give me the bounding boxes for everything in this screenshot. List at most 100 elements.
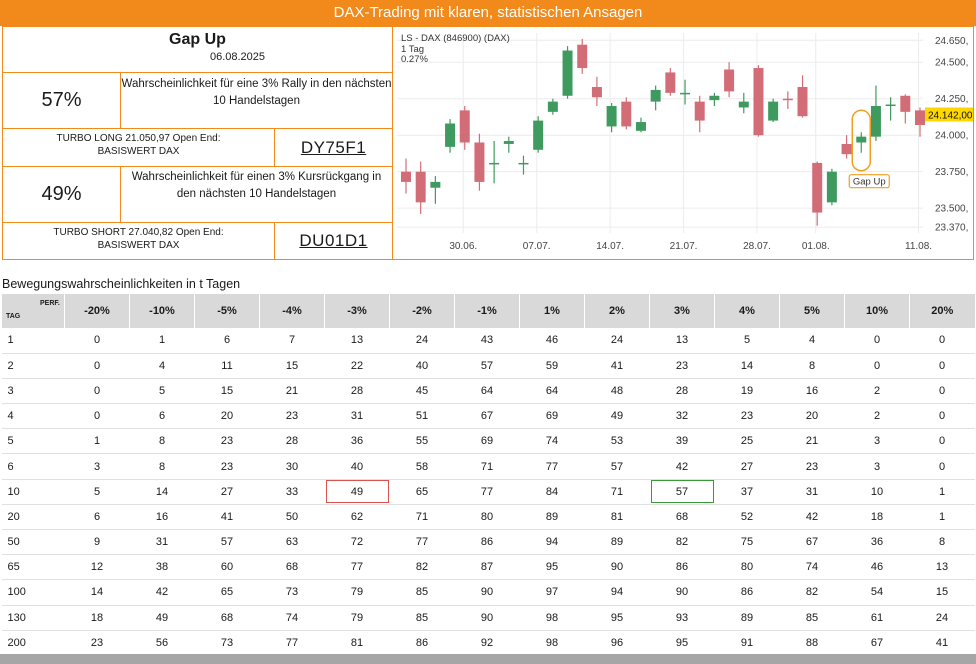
candle	[797, 75, 808, 118]
table-row: 5 1 8 23 28 36 55 69 74 53 39 25 21 3 0	[1, 428, 975, 455]
probability-cell: 90	[649, 579, 715, 606]
candle-body	[621, 101, 632, 127]
probability-cell: 82	[389, 554, 455, 581]
candle	[591, 76, 602, 106]
candle	[562, 46, 573, 99]
candle-body	[826, 171, 837, 203]
probability-cell: 14	[129, 479, 195, 505]
x-tick-label: 21.07.	[670, 241, 698, 252]
probability-cell: 8	[779, 353, 845, 379]
probability-cell: 41	[584, 353, 650, 379]
probability-cell: 54	[844, 579, 910, 606]
last-price-label: 24.142,00	[928, 110, 973, 121]
probability-cell: 95	[519, 554, 585, 581]
candle-body	[841, 143, 852, 155]
row-day-label: 200	[1, 630, 65, 656]
probability-cell: 90	[584, 554, 650, 581]
candle-body	[459, 110, 470, 143]
candle-body	[680, 92, 691, 95]
candle	[518, 155, 529, 175]
probability-cell: 79	[324, 605, 390, 631]
probability-cell: 92	[454, 630, 520, 656]
probability-cell: 6	[129, 403, 195, 430]
probability-cell: 28	[324, 378, 390, 405]
probability-cell: 0	[909, 453, 975, 480]
probability-cell: 13	[324, 328, 390, 354]
probability-cell: 3	[844, 453, 910, 480]
row-day-label: 100	[1, 579, 65, 606]
column-header: -10%	[129, 294, 195, 328]
candle	[915, 107, 925, 137]
probability-cell: 57	[194, 529, 260, 556]
probability-cell: 1	[909, 504, 975, 531]
probability-cell: 2	[844, 378, 910, 405]
candle	[709, 92, 720, 106]
probability-cell: 0	[909, 378, 975, 405]
probability-cell: 19	[714, 378, 780, 405]
y-tick-label: 23.370,	[935, 223, 968, 234]
candle-body	[518, 162, 529, 165]
probability-cell: 21	[259, 378, 325, 405]
probability-cell: 59	[519, 353, 585, 379]
chart-x-axis: 30.06. 07.07. 14.07. 21.07. 28.07. 01.08. 11.0…	[449, 241, 932, 252]
probability-cell: 45	[389, 378, 455, 405]
table-row: 65 12 38 60 68 77 82 87 95 90 86 80 74 46 13	[1, 554, 975, 581]
probability-cell: 53	[584, 428, 650, 455]
candle	[474, 133, 485, 191]
probability-cell: 38	[129, 554, 195, 581]
probability-cell: 22	[324, 353, 390, 379]
probability-cell: 89	[519, 504, 585, 531]
probability-cell: 0	[844, 328, 910, 354]
row-day-label: 4	[1, 403, 65, 430]
turbo-long-wkn-cell[interactable]: DY75F1	[275, 129, 393, 167]
turbo-short-wkn-cell[interactable]: DU01D1	[275, 223, 393, 259]
probability-cell: 58	[389, 453, 455, 480]
y-tick-label: 24.650,	[935, 36, 968, 47]
table-row: 4 0 6 20 23 31 51 67 69 49 32 23 20 2 0	[1, 403, 975, 430]
probability-cell: 97	[519, 579, 585, 606]
probability-cell: 77	[389, 529, 455, 556]
probability-cell: 23	[194, 453, 260, 480]
probability-cell: 23	[649, 353, 715, 379]
table-row: 2 0 4 11 15 22 40 57 59 41 23 14 8 0 0	[1, 353, 975, 379]
candle	[503, 136, 514, 153]
turbo-short-wkn-link[interactable]: DU01D1	[299, 231, 368, 250]
signal-date: 06.08.2025	[209, 51, 266, 63]
probability-cell: 33	[259, 479, 325, 505]
candle-body	[562, 50, 573, 96]
turbo-long-label: TURBO LONG 21.050,97 Open End: BASISWERT…	[3, 129, 275, 167]
probability-cell: 49	[584, 403, 650, 430]
probability-cell: 46	[844, 554, 910, 581]
chart-title: LS - DAX (846900) (DAX)	[401, 33, 510, 44]
candle-body	[533, 120, 544, 150]
turbo-long-wkn-link[interactable]: DY75F1	[300, 137, 367, 157]
row-day-label: 50	[1, 529, 65, 556]
probability-cell: 67	[844, 630, 910, 656]
signal-panel: Gap Up 06.08.2025 57% Wahrscheinlichkeit…	[3, 27, 393, 259]
candle	[635, 117, 646, 133]
probability-cell: 27	[194, 479, 260, 505]
y-tick-label: 24.250,	[935, 94, 968, 105]
probability-cell: 77	[519, 453, 585, 480]
probability-cell: 75	[714, 529, 780, 556]
probability-cell: 57	[454, 353, 520, 379]
table-row: 20 6 16 41 50 62 71 80 89 81 68 52 42 18 1	[1, 504, 975, 531]
probability-cell: 9	[64, 529, 130, 556]
row-day-label: 5	[1, 428, 65, 455]
row-day-label: 130	[1, 605, 65, 631]
probability-cell: 21	[779, 428, 845, 455]
x-tick-label: 11.08.	[905, 241, 932, 252]
probability-cell: 8	[129, 453, 195, 480]
probability-cell: 65	[389, 479, 455, 505]
row-day-label: 1	[1, 328, 65, 354]
probability-cell: 0	[64, 378, 130, 405]
probability-cell: 14	[64, 579, 130, 606]
probability-cell: 49	[324, 479, 390, 505]
probability-cell: 65	[194, 579, 260, 606]
candle	[459, 105, 470, 150]
gap-up-highlight-oval	[851, 109, 872, 172]
probability-cell: 30	[259, 453, 325, 480]
candle-body	[591, 87, 602, 98]
candle	[694, 95, 705, 133]
column-header: -4%	[259, 294, 325, 328]
